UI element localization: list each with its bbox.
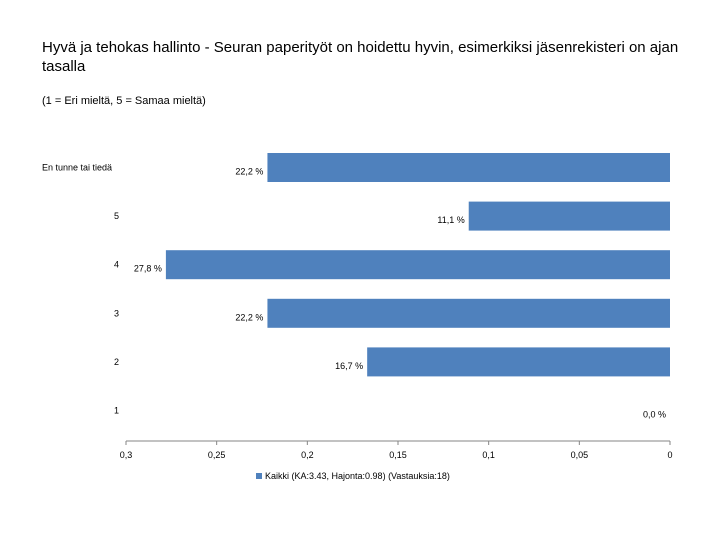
legend: Kaikki (KA:3.43, Hajonta:0.98) (Vastauks… <box>256 471 450 481</box>
x-tick-label: 0,15 <box>389 450 407 460</box>
data-label: 0,0 % <box>643 410 666 420</box>
data-label: 16,7 % <box>335 361 363 371</box>
bar <box>267 153 670 182</box>
category-label: 3 <box>114 308 119 318</box>
bar <box>468 201 670 231</box>
data-label: 22,2 % <box>235 312 263 322</box>
x-tick-label: 0,2 <box>301 450 314 460</box>
category-label: 4 <box>114 260 119 270</box>
category-label: 1 <box>114 406 119 416</box>
bar <box>267 298 670 328</box>
x-tick-label: 0,1 <box>482 450 495 460</box>
chart-title: Hyvä ja tehokas hallinto - Seuran paperi… <box>42 39 679 75</box>
legend-swatch <box>256 473 262 479</box>
category-label: 5 <box>114 211 119 221</box>
data-label: 22,2 % <box>235 167 263 177</box>
chart-subtitle: (1 = Eri mieltä, 5 = Samaa mieltä) <box>42 95 206 107</box>
x-tick-label: 0 <box>667 450 672 460</box>
legend-label: Kaikki (KA:3.43, Hajonta:0.98) (Vastauks… <box>265 471 450 481</box>
data-label: 11,1 % <box>437 215 464 225</box>
category-label: En tunne tai tiedä <box>42 163 112 173</box>
data-label: 27,8 % <box>134 264 162 274</box>
category-label: 2 <box>114 357 119 367</box>
bar <box>165 250 671 280</box>
x-tick-label: 0,05 <box>571 450 589 460</box>
bar <box>367 347 670 377</box>
x-tick-label: 0,3 <box>120 450 133 460</box>
x-tick-label: 0,25 <box>208 450 226 460</box>
